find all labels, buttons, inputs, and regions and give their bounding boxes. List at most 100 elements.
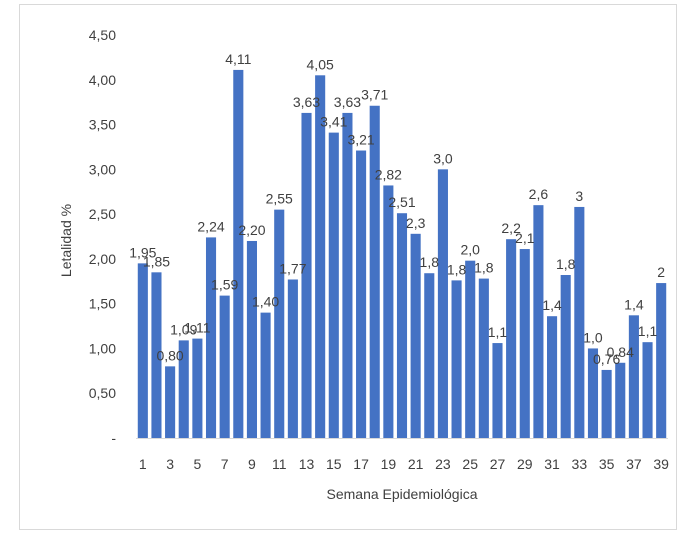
x-tick-label: 17	[353, 456, 369, 472]
bar	[328, 132, 339, 439]
data-label: 0,84	[607, 344, 634, 360]
x-tick-label: 7	[221, 456, 229, 472]
data-label: 2,20	[238, 222, 265, 238]
data-label: 1,4	[624, 296, 644, 312]
x-tick-label: 1	[139, 456, 147, 472]
bar	[656, 283, 667, 438]
data-label: 1,40	[252, 294, 279, 310]
data-label: 1,8	[420, 254, 440, 270]
x-tick-label: 25	[462, 456, 478, 472]
x-tick-label: 29	[517, 456, 533, 472]
x-tick-label: 37	[626, 456, 642, 472]
y-tick-label: 2,50	[89, 206, 116, 222]
x-axis-title: Semana Epidemiológica	[327, 486, 478, 502]
x-tick-label: 33	[572, 456, 588, 472]
bar	[178, 340, 189, 438]
bar	[137, 263, 148, 438]
bar	[560, 275, 571, 438]
bar	[205, 237, 217, 438]
data-label: 3	[575, 188, 583, 204]
x-tick-label: 13	[299, 456, 315, 472]
data-label: 4,11	[225, 51, 251, 67]
x-tick-label: 39	[653, 456, 669, 472]
bar	[587, 348, 599, 438]
data-label: 2,6	[529, 186, 549, 202]
data-label: 2,1	[515, 230, 535, 246]
data-label: 2,3	[406, 215, 426, 231]
bar	[628, 315, 639, 438]
bars	[137, 69, 667, 439]
bar	[369, 105, 380, 438]
data-labels: 1,951,850,801,091,112,241,594,112,201,40…	[129, 51, 665, 367]
data-label: 3,71	[361, 87, 388, 103]
x-tick-label: 11	[272, 456, 287, 472]
y-tick-label: 3,50	[89, 117, 116, 133]
data-label: 1,8	[556, 256, 576, 272]
x-tick-label: 23	[435, 456, 451, 472]
bar	[506, 239, 517, 438]
bar	[315, 75, 326, 439]
data-label: 1,77	[279, 260, 306, 276]
data-label: 3,41	[320, 114, 347, 130]
bar	[615, 362, 626, 438]
bar	[547, 316, 558, 438]
bar	[478, 278, 489, 438]
bar	[383, 185, 394, 438]
bar	[424, 273, 435, 438]
data-label: 1,0	[583, 329, 603, 345]
data-label: 1,8	[474, 260, 494, 276]
x-tick-label: 9	[248, 456, 256, 472]
y-axis-title: Letalidad %	[58, 204, 74, 277]
data-label: 2,24	[197, 218, 224, 234]
x-axis-ticks: 1 3 5 7 9 11 13 15 17 19 21 23 25 27 29 31 33 35 37 39	[139, 456, 669, 472]
data-label: 1,4	[542, 297, 562, 313]
bar	[410, 233, 421, 438]
data-label: 3,63	[293, 94, 320, 110]
bar	[533, 205, 544, 438]
data-label: 0,80	[156, 347, 183, 363]
y-tick-label: 3,00	[89, 161, 116, 177]
y-tick-label: 0,50	[89, 385, 116, 401]
y-tick-label: 1,00	[89, 340, 116, 356]
y-tick-label: 2,00	[89, 251, 116, 267]
bar	[356, 150, 367, 438]
data-label: 0,76	[593, 351, 620, 367]
data-label: 2,55	[266, 191, 293, 207]
bar	[642, 342, 653, 438]
bar	[465, 260, 476, 438]
data-label: 3,21	[347, 132, 374, 148]
y-tick-label: -	[111, 430, 116, 446]
bar	[519, 249, 530, 438]
bar	[601, 369, 612, 438]
data-label: 2,82	[375, 166, 402, 182]
bar	[151, 272, 162, 438]
data-label: 3,63	[334, 94, 361, 110]
data-label: 1,59	[211, 277, 238, 293]
data-label: 1,1	[638, 323, 658, 339]
bar	[246, 240, 257, 438]
x-tick-label: 21	[408, 456, 424, 472]
bar	[192, 338, 203, 438]
data-label: 1,11	[184, 320, 210, 336]
bar	[437, 169, 448, 439]
y-tick-label: 4,00	[89, 72, 116, 88]
x-tick-label: 31	[544, 456, 560, 472]
x-tick-label: 27	[490, 456, 506, 472]
bar	[301, 112, 312, 438]
y-tick-label: 4,50	[89, 27, 116, 43]
data-label: 1,09	[170, 321, 197, 337]
bar	[287, 279, 298, 438]
data-label: 3,0	[433, 150, 453, 166]
x-tick-label: 19	[381, 456, 397, 472]
x-tick-label: 35	[599, 456, 615, 472]
bar	[274, 209, 285, 438]
x-tick-label: 5	[193, 456, 201, 472]
bar	[451, 280, 462, 438]
data-label: 2,51	[388, 194, 415, 210]
y-axis-ticks: - 0,50 1,00 1,50 2,00 2,50 3,00 3,50 4,00 4,50	[89, 27, 117, 446]
bar	[219, 295, 230, 438]
x-tick-label: 3	[166, 456, 174, 472]
bar	[233, 69, 244, 438]
x-tick-label: 15	[326, 456, 342, 472]
